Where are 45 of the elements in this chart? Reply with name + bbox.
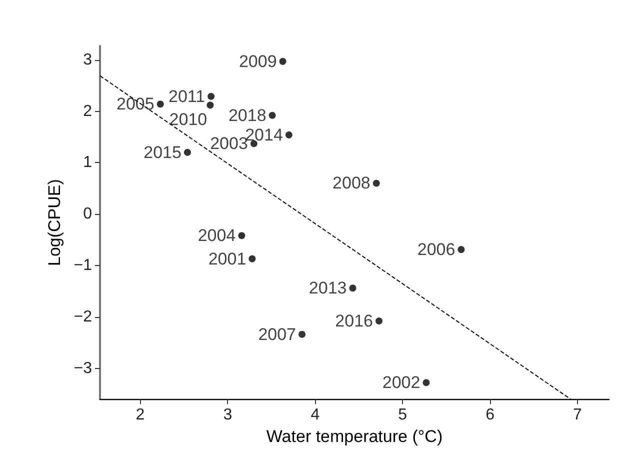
- annotation: 2013: [308, 278, 347, 298]
- y-tick-label: −1: [74, 256, 92, 274]
- point: [349, 284, 356, 292]
- y-tick-label: −3: [74, 360, 92, 377]
- x-tick-label: 5: [398, 406, 408, 424]
- x-tick-label: 6: [486, 406, 495, 424]
- annotation: 2015: [144, 142, 182, 162]
- annotation: 2006: [417, 240, 456, 260]
- point: [298, 330, 306, 338]
- point: [268, 112, 276, 119]
- point: [279, 58, 286, 65]
- point: [285, 131, 292, 138]
- x-tick-label: 2: [136, 406, 145, 424]
- y-tick-label: 0: [83, 206, 92, 223]
- annotation: 2003: [210, 134, 248, 154]
- point: [238, 232, 246, 240]
- point: [184, 148, 191, 156]
- annotation: 2010: [169, 110, 208, 130]
- annotation: 2002: [382, 373, 420, 392]
- annotation: 2004: [198, 226, 236, 246]
- point: [372, 180, 380, 187]
- annotation: 2011: [168, 86, 206, 106]
- point: [248, 255, 256, 262]
- y-tick-label: 2: [83, 102, 92, 120]
- y-tick-label: −2: [74, 308, 92, 326]
- point: [375, 317, 382, 324]
- x-tick-label: 3: [223, 406, 232, 424]
- annotation: 2008: [332, 174, 370, 193]
- annotation: 2001: [208, 249, 246, 268]
- y-tick-label: 1: [83, 154, 92, 172]
- x-axis-title: Water temperature (°C): [266, 427, 443, 446]
- annotation: 2007: [258, 324, 296, 344]
- y-axis-title: Log(CPUE): [44, 179, 64, 266]
- annotation: 2009: [238, 52, 277, 71]
- annotation: 2016: [335, 311, 373, 330]
- annotation: 2018: [228, 106, 266, 125]
- point: [156, 100, 164, 108]
- annotation: 2005: [116, 94, 154, 114]
- point: [458, 246, 465, 254]
- point: [208, 92, 215, 100]
- x-tick-label: 4: [310, 406, 320, 424]
- point: [206, 102, 214, 109]
- x-tick-label: 7: [573, 406, 582, 424]
- y-tick-label: 3: [83, 51, 92, 68]
- point: [422, 379, 430, 386]
